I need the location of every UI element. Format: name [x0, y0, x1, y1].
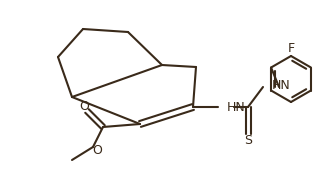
Text: S: S [244, 134, 252, 148]
Text: F: F [288, 42, 294, 54]
Text: O: O [92, 145, 102, 157]
Text: HN: HN [227, 100, 246, 114]
Text: O: O [79, 99, 89, 113]
Text: HN: HN [272, 79, 291, 91]
